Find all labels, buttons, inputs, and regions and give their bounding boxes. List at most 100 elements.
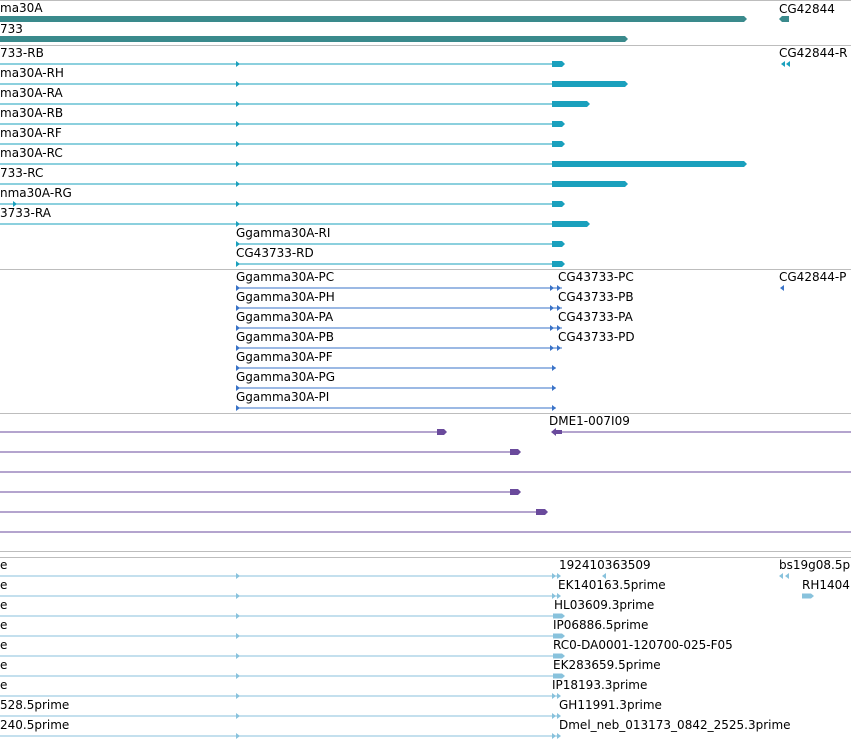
est-label[interactable]: e — [0, 558, 8, 572]
est-exon[interactable] — [553, 633, 565, 639]
est-label[interactable]: 192410363509 — [559, 558, 651, 572]
direction-marker — [236, 693, 240, 699]
gene-label[interactable]: ma30A — [0, 1, 43, 15]
protein-label[interactable]: Ggamma30A-PI — [236, 390, 330, 404]
transcript-label[interactable]: CG43733-RD — [236, 246, 314, 260]
direction-marker — [785, 573, 789, 579]
est-label[interactable]: e — [0, 638, 8, 652]
est-label[interactable]: e — [0, 598, 8, 612]
est-exon[interactable] — [553, 653, 565, 659]
gene-feature[interactable] — [0, 36, 628, 42]
direction-marker — [557, 573, 561, 579]
gene-feature[interactable] — [779, 16, 789, 22]
direction-marker — [236, 385, 240, 391]
est-label[interactable]: e — [0, 658, 8, 672]
direction-marker — [550, 345, 554, 351]
track-separator — [0, 413, 851, 414]
est-label[interactable]: IP18193.3prime — [552, 678, 648, 692]
protein-label[interactable]: Ggamma30A-PH — [236, 290, 335, 304]
est-label[interactable]: IP06886.5prime — [553, 618, 649, 632]
transcript-label[interactable]: CG42844-R — [779, 46, 848, 60]
protein-label[interactable]: Ggamma30A-PG — [236, 370, 336, 384]
est-exon[interactable] — [553, 673, 565, 679]
gene-label[interactable]: 733 — [0, 22, 23, 36]
direction-marker — [557, 593, 561, 599]
est-label[interactable]: EK283659.5prime — [553, 658, 661, 672]
transcript-label[interactable]: 733-RB — [0, 46, 44, 60]
transcript-label[interactable]: ma30A-RF — [0, 126, 62, 140]
exon[interactable] — [552, 201, 565, 207]
est-exon[interactable] — [553, 613, 565, 619]
gene-feature[interactable] — [0, 16, 747, 22]
est-label[interactable]: e — [0, 678, 8, 692]
protein-label[interactable]: CG43733-PD — [558, 330, 635, 344]
exon[interactable] — [552, 221, 590, 227]
direction-marker — [236, 613, 240, 619]
transcript-label[interactable]: 3733-RA — [0, 206, 51, 220]
clone-end[interactable] — [510, 489, 521, 495]
direction-marker — [236, 593, 240, 599]
protein-label[interactable]: Ggamma30A-PF — [236, 350, 333, 364]
protein-label[interactable]: Ggamma30A-PC — [236, 270, 335, 284]
transcript-label[interactable]: ma30A-RC — [0, 146, 63, 160]
protein-label[interactable]: CG43733-PB — [558, 290, 634, 304]
exon[interactable] — [552, 141, 565, 147]
est-label[interactable]: EK140163.5prime — [558, 578, 666, 592]
direction-marker — [557, 693, 561, 699]
gene-label[interactable]: CG42844 — [779, 2, 835, 16]
transcript-label[interactable]: ma30A-RA — [0, 86, 63, 100]
direction-marker — [236, 733, 240, 739]
exon[interactable] — [552, 261, 565, 267]
clone-end[interactable] — [536, 509, 548, 515]
direction-marker — [236, 345, 240, 351]
direction-marker — [552, 573, 556, 579]
direction-marker — [602, 573, 606, 579]
direction-marker — [550, 305, 554, 311]
clone-end[interactable] — [556, 430, 562, 434]
est-label[interactable]: e — [0, 618, 8, 632]
track-separator — [0, 269, 851, 270]
direction-marker — [236, 261, 240, 267]
clone-label[interactable]: DME1-007I09 — [549, 414, 630, 428]
clone-end[interactable] — [437, 429, 447, 435]
est-label[interactable]: Dmel_neb_013173_0842_2525.3prime — [559, 718, 791, 732]
protein-label[interactable]: CG43733-PA — [558, 310, 633, 324]
direction-marker — [236, 285, 240, 291]
direction-marker — [236, 141, 240, 147]
direction-marker — [551, 428, 556, 436]
exon[interactable] — [552, 101, 590, 107]
direction-marker — [779, 573, 783, 579]
direction-marker — [236, 573, 240, 579]
direction-marker — [236, 633, 240, 639]
protein-label[interactable]: Ggamma30A-PA — [236, 310, 334, 324]
protein-label[interactable]: CG43733-PC — [558, 270, 634, 284]
protein-label[interactable]: Ggamma30A-PB — [236, 330, 335, 344]
direction-marker — [236, 161, 240, 167]
exon[interactable] — [552, 161, 747, 167]
est-label[interactable]: e — [0, 578, 8, 592]
clone-end[interactable] — [510, 449, 521, 455]
exon[interactable] — [552, 241, 565, 247]
est-label[interactable]: 240.5prime — [0, 718, 70, 732]
protein-label[interactable]: CG42844-P — [779, 270, 847, 284]
exon[interactable] — [552, 61, 565, 67]
exon[interactable] — [552, 81, 628, 87]
est-exon[interactable] — [802, 593, 814, 599]
transcript-label[interactable]: ma30A-RB — [0, 106, 64, 120]
exon[interactable] — [552, 181, 628, 187]
transcript-label[interactable]: Ggamma30A-RI — [236, 226, 331, 240]
transcript-label[interactable]: ma30A-RH — [0, 66, 64, 80]
track-separator — [0, 45, 851, 46]
exon[interactable] — [552, 121, 565, 127]
direction-marker — [552, 365, 556, 371]
est-label[interactable]: bs19g08.5p — [779, 558, 851, 572]
transcript-label[interactable]: 733-RC — [0, 166, 44, 180]
est-label[interactable]: HL03609.3prime — [554, 598, 655, 612]
est-label[interactable]: RH1404 — [802, 578, 850, 592]
est-label[interactable]: GH11991.3prime — [559, 698, 662, 712]
est-label[interactable]: 528.5prime — [0, 698, 70, 712]
transcript-label[interactable]: nma30A-RG — [0, 186, 72, 200]
est-label[interactable]: RC0-DA0001-120700-025-F05 — [553, 638, 733, 652]
